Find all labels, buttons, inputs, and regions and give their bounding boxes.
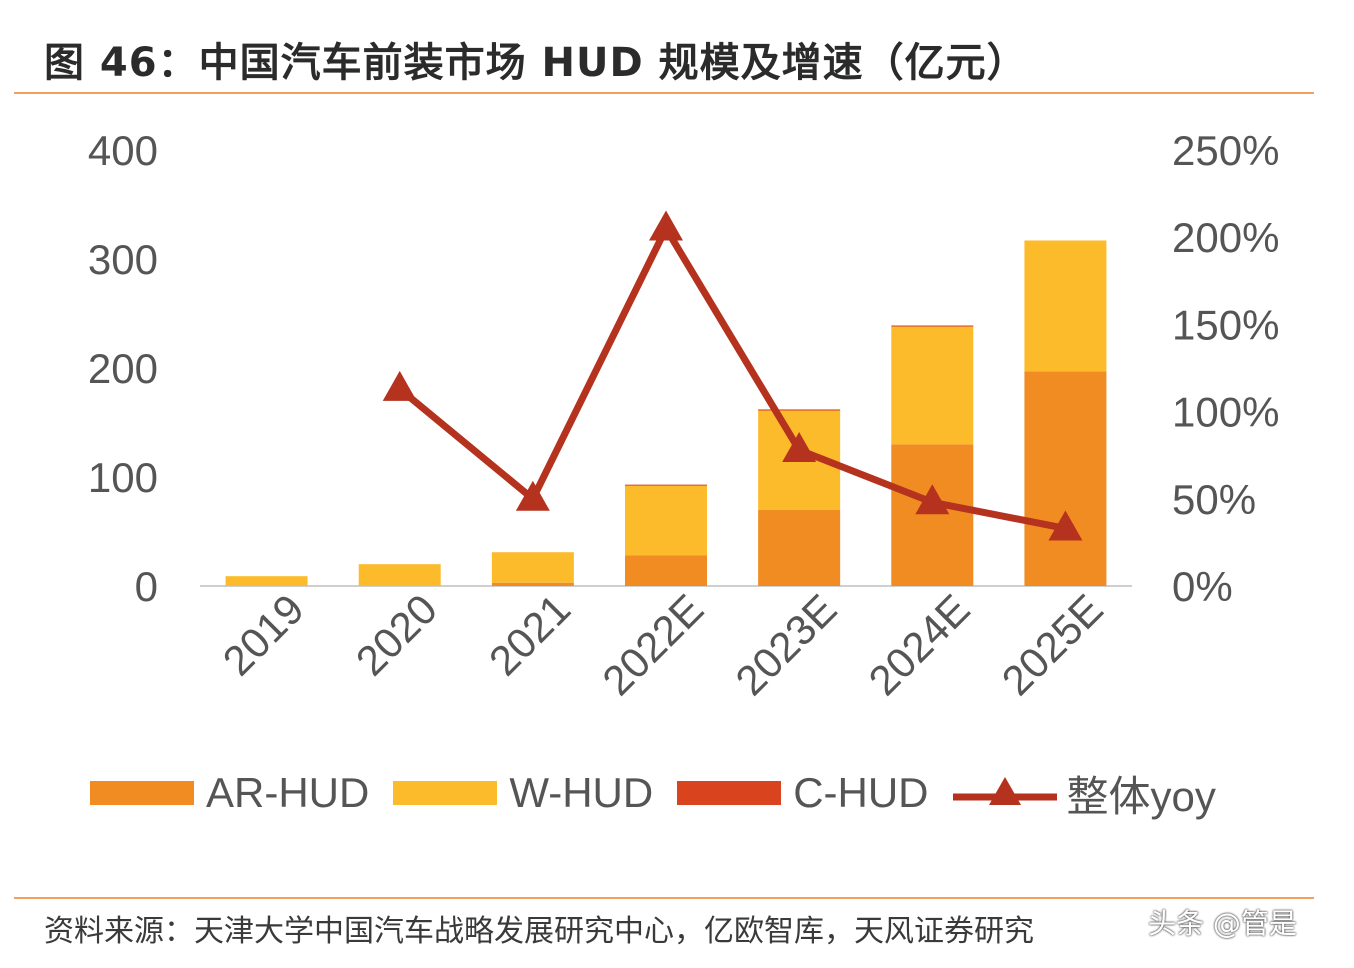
legend-item-yoy: 整体yoy	[952, 763, 1216, 824]
x-tick-label: 2024E	[860, 585, 979, 704]
y-right-tick-label: 200%	[1172, 214, 1279, 261]
bar-w-hud	[225, 576, 308, 586]
legend-marker-yoy	[952, 777, 1057, 805]
yoy-line	[397, 224, 1067, 532]
y-right-tick-label: 150%	[1172, 301, 1279, 348]
y-right-tick-label: 100%	[1172, 389, 1279, 436]
legend-swatch-w-hud	[393, 781, 498, 805]
x-tick-label: 2022E	[593, 585, 712, 704]
watermark: 头条 @管是	[1148, 907, 1297, 940]
yoy-point	[382, 370, 417, 401]
yoy-point	[782, 431, 817, 462]
legend-item-ar-hud: AR-HUD	[90, 769, 369, 817]
legend-swatch-ar-hud	[90, 781, 194, 805]
title-divider	[14, 92, 1314, 94]
y-right-tick-label: 50%	[1172, 476, 1256, 523]
y-right-tick-label: 250%	[1172, 127, 1279, 174]
yoy-point	[649, 210, 683, 241]
bar-w-hud	[358, 564, 441, 586]
bar-ar-hud	[758, 509, 841, 586]
y-left-tick-label: 100	[88, 454, 158, 501]
y-left-tick-label: 200	[88, 345, 158, 392]
legend-item-w-hud: W-HUD	[393, 769, 653, 817]
bar-c-hud	[891, 325, 974, 327]
legend-label-yoy: 整体yoy	[1066, 772, 1216, 820]
bar-ar-hud	[491, 582, 574, 586]
footer-divider	[14, 897, 1314, 899]
yoy-point	[915, 484, 950, 515]
x-tick-label: 2023E	[726, 585, 845, 704]
legend-item-c-hud: C-HUD	[677, 769, 929, 817]
source-note: 资料来源：天津大学中国汽车战略发展研究中心，亿欧智库，天风证券研究	[44, 914, 1034, 949]
x-tick-label: 2021	[480, 585, 579, 684]
bar-w-hud	[625, 485, 707, 556]
yoy-point	[515, 480, 550, 511]
bar-c-hud	[758, 409, 841, 411]
legend-swatch-c-hud	[677, 781, 782, 805]
y-left-tick-label: 0	[135, 563, 158, 610]
x-tick-label: 2025E	[993, 585, 1112, 704]
y-right-tick-label: 0%	[1172, 563, 1233, 610]
bar-c-hud	[625, 484, 707, 486]
x-tick-label: 2019	[214, 585, 313, 684]
bar-ar-hud	[891, 444, 974, 586]
legend-label-ar-hud: AR-HUD	[206, 769, 370, 816]
legend: AR-HUD W-HUD C-HUD 整体yoy	[90, 765, 1240, 821]
bar-w-hud	[891, 326, 974, 445]
legend-label-w-hud: W-HUD	[509, 769, 654, 816]
y-left-tick-label: 400	[88, 127, 158, 174]
chart-title: 图 46：中国汽车前装市场 HUD 规模及增速（亿元）	[44, 40, 1028, 86]
bar-w-hud	[491, 552, 574, 583]
x-tick-label: 2020	[347, 585, 446, 684]
yoy-point	[1048, 510, 1083, 541]
y-left-tick-label: 300	[88, 236, 158, 283]
bar-ar-hud	[625, 555, 707, 586]
legend-label-c-hud: C-HUD	[793, 769, 929, 816]
bar-ar-hud	[1024, 371, 1107, 586]
bar-w-hud	[1024, 240, 1107, 372]
